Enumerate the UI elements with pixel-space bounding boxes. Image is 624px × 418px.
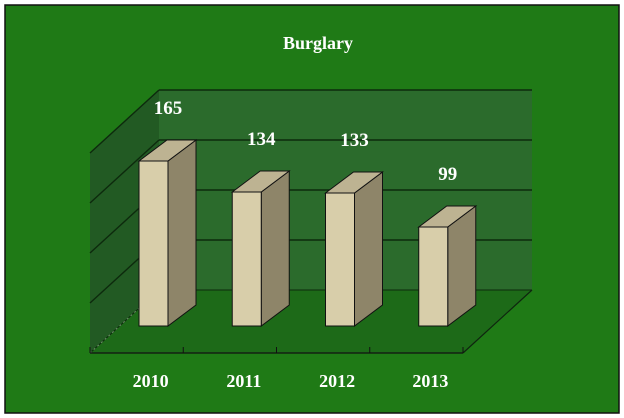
left-depth-edge: [89, 289, 160, 354]
data-label: 99: [438, 164, 457, 185]
side-wall-gridline: [89, 89, 160, 154]
x-tick-label: 2012: [319, 371, 355, 391]
bar-side: [354, 171, 383, 327]
bar-side: [260, 170, 290, 327]
x-tick-label: 2013: [412, 371, 448, 391]
data-label: 134: [247, 129, 276, 150]
x-axis: [89, 347, 464, 354]
bar-front: [325, 192, 355, 327]
side-wall-gridline: [89, 139, 160, 204]
chart-title: Burglary: [283, 33, 353, 53]
bars: [137, 139, 478, 327]
data-label: 165: [154, 98, 183, 119]
data-label: 133: [340, 130, 369, 151]
bar-side: [167, 139, 197, 327]
floor-right-edge: [462, 289, 533, 354]
bar-front: [231, 191, 262, 327]
bar-front: [138, 160, 169, 327]
labels: 165 2010 134 2011 133 2012 99 2013: [133, 98, 458, 391]
x-tick-label: 2011: [226, 371, 261, 391]
bar-front: [418, 226, 449, 327]
x-tick-label: 2010: [133, 371, 169, 391]
